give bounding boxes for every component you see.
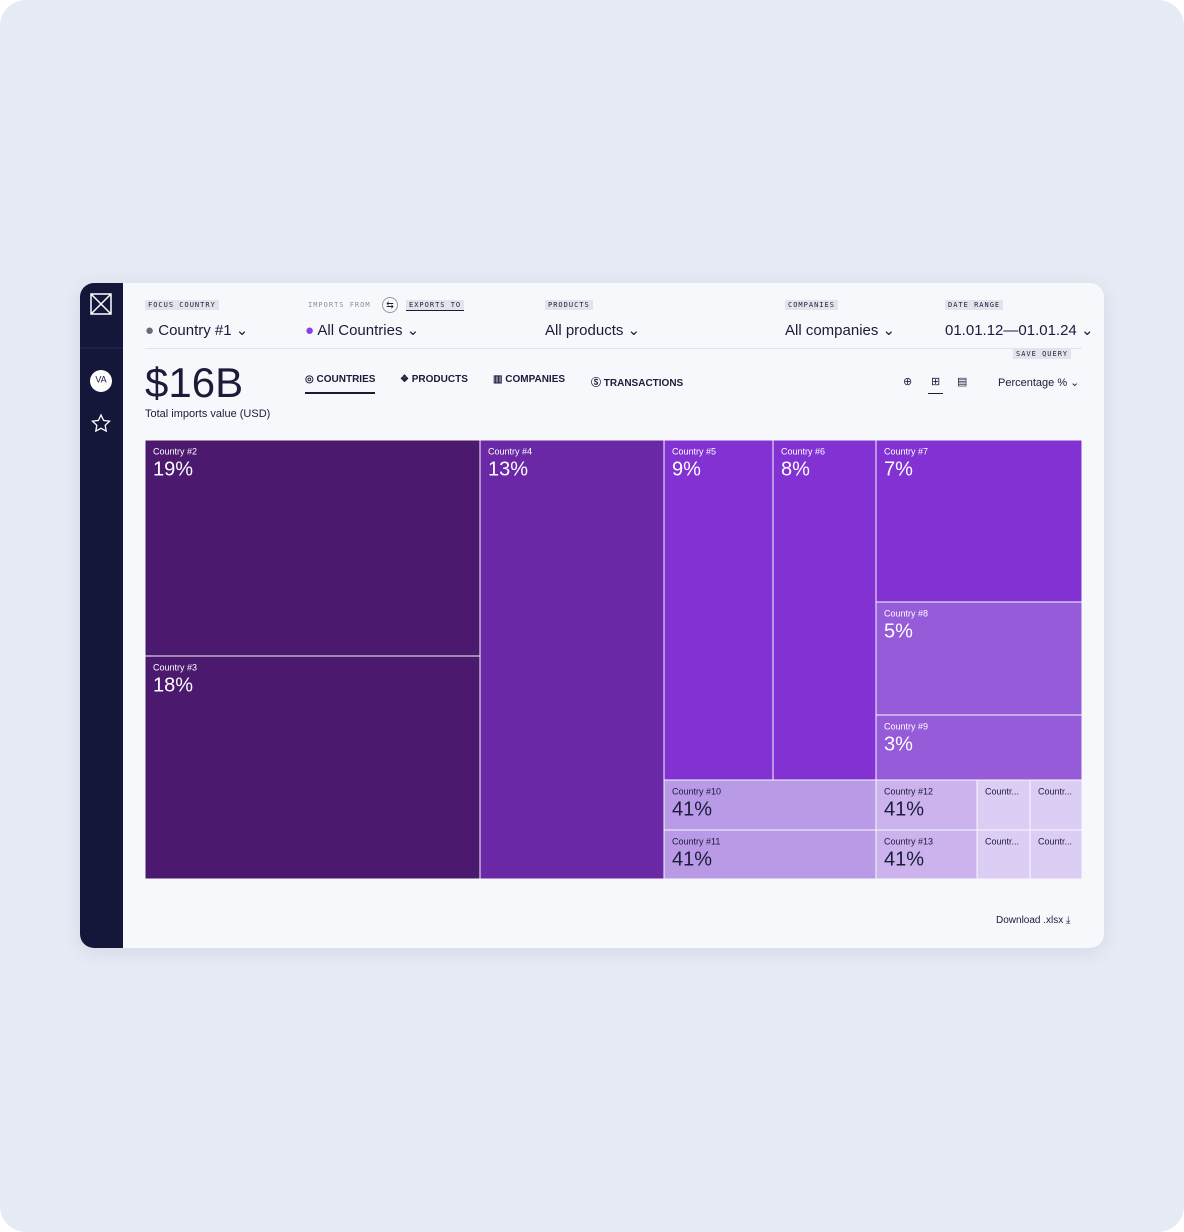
- tab[interactable]: ▥ COMPANIES: [493, 374, 566, 385]
- cell-label: Country #8: [884, 608, 928, 618]
- filter-value[interactable]: ● Country #1 ⌄: [145, 322, 249, 339]
- divider: [145, 348, 1082, 349]
- cell-value: 5%: [884, 621, 913, 643]
- filter-label[interactable]: IMPORTS FROM: [308, 301, 371, 309]
- treemap-cell: [772, 440, 877, 781]
- view-select-text: Percentage %: [998, 377, 1068, 389]
- tab-text: COUNTRIES: [316, 374, 376, 385]
- treemap-cell: [875, 601, 1083, 716]
- cell-label: Country #12: [884, 786, 933, 796]
- filter-value[interactable]: All companies ⌄: [785, 322, 896, 339]
- treemap-cell: [875, 829, 978, 880]
- save-query[interactable]: SAVE QUERY: [1013, 349, 1072, 359]
- sidebar: VA: [80, 283, 123, 948]
- cell-label: Country #13: [884, 836, 933, 846]
- download[interactable]: Download .xlsx ⤓: [996, 915, 1071, 926]
- filter-value[interactable]: All products ⌄: [545, 322, 641, 339]
- treemap-cell: [875, 440, 1083, 603]
- filter-label: DATE RANGE: [945, 300, 1004, 310]
- treemap-cell: [1029, 829, 1083, 880]
- sidebar-icons: VA: [80, 293, 123, 433]
- cell-label: Country #5: [672, 446, 716, 456]
- cell-value: 8%: [781, 459, 810, 481]
- treemap-cell: [875, 714, 1083, 781]
- treemap-cell: [479, 440, 665, 880]
- treemap-cell: [145, 655, 481, 880]
- cell-value: 9%: [672, 459, 701, 481]
- logo[interactable]: [90, 293, 112, 315]
- favorites-icon[interactable]: [91, 413, 111, 433]
- download-text: Download .xlsx: [996, 915, 1064, 926]
- filter-label: COMPANIES: [785, 300, 838, 310]
- tab-text: COMPANIES: [505, 374, 566, 385]
- cell-value: 19%: [153, 459, 193, 481]
- tab[interactable]: ◎ COUNTRIES: [305, 374, 376, 394]
- tab-text: PRODUCTS: [411, 374, 468, 385]
- tab-text: TRANSACTIONS: [603, 378, 684, 389]
- cell-value: 41%: [884, 849, 924, 871]
- cell-value: 7%: [884, 459, 913, 481]
- cell-label: Country #4: [488, 446, 532, 456]
- map-view[interactable]: ⊕: [903, 376, 913, 388]
- cell-value: 3%: [884, 734, 913, 756]
- cell-label: Country #6: [781, 446, 825, 456]
- filter-label: FOCUS COUNTRY: [145, 300, 219, 310]
- cell-value: 41%: [884, 799, 924, 821]
- avatar-text: VA: [95, 374, 106, 384]
- filter-text: 01.01.12—01.01.24: [945, 322, 1077, 339]
- filter-text: All Countries: [317, 322, 403, 339]
- cell-label: Country #7: [884, 446, 928, 456]
- cell-label: Countr...: [1038, 786, 1072, 796]
- cell-value: 41%: [672, 849, 712, 871]
- cell-label: Country #2: [153, 446, 197, 456]
- cell-label: Country #3: [153, 662, 197, 672]
- total-label: Total imports value (USD): [145, 408, 271, 420]
- treemap-cell: [663, 440, 774, 781]
- avatar[interactable]: [90, 370, 112, 392]
- tab[interactable]: ❖ PRODUCTS: [400, 374, 468, 385]
- filter-label[interactable]: EXPORTS TO: [406, 300, 465, 311]
- treemap-cell: [976, 779, 1031, 831]
- treemap-cell: [663, 779, 877, 831]
- treemap-cell: [663, 829, 877, 880]
- filter-value[interactable]: ● All Countries ⌄: [305, 322, 420, 339]
- view-select[interactable]: Percentage % ⌄: [998, 377, 1080, 389]
- cell-label: Country #9: [884, 721, 928, 731]
- cell-label: Countr...: [985, 836, 1019, 846]
- filter-text: All companies: [785, 322, 879, 339]
- cell-value: 41%: [672, 799, 712, 821]
- cell-label: Countr...: [985, 786, 1019, 796]
- total-value: $16B: [145, 359, 244, 406]
- cell-label: Country #10: [672, 786, 721, 796]
- cell-value: 13%: [488, 459, 528, 481]
- filter-text: All products: [545, 322, 624, 339]
- chart-view[interactable]: ▤: [957, 376, 968, 388]
- tab[interactable]: Ⓢ TRANSACTIONS: [591, 378, 684, 389]
- logo-mark: [90, 293, 112, 315]
- treemap-cell: [145, 440, 481, 657]
- cell-label: Countr...: [1038, 836, 1072, 846]
- app-window: VA FOCUS COUNTRY ● Country #1 ⌄ IMPORTS …: [80, 283, 1104, 948]
- treemap: Country #2 19% Country #3 18% Country #4 13% C…: [145, 440, 1083, 880]
- treemap-cell: [875, 779, 978, 831]
- treemap-view[interactable]: ⊞: [928, 375, 944, 394]
- treemap-cell: [1029, 779, 1083, 831]
- cell-value: 18%: [153, 675, 193, 697]
- filter-value[interactable]: 01.01.12—01.01.24 ⌄: [945, 322, 1094, 339]
- cell-label: Country #11: [672, 836, 720, 846]
- filter-label: PRODUCTS: [545, 300, 593, 310]
- filter-text: Country #1: [158, 322, 232, 339]
- swap-icon[interactable]: ⇆: [382, 297, 398, 313]
